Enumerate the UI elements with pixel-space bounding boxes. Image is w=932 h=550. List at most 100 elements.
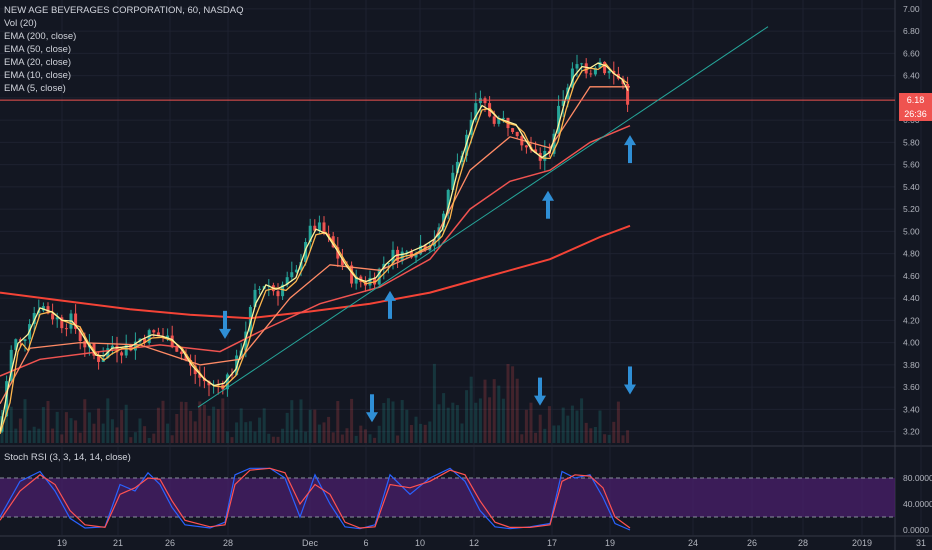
candle-body	[515, 131, 519, 137]
stoch-k-line	[0, 467, 631, 531]
arrow-up-icon	[624, 135, 636, 164]
vol-indicator[interactable]: Vol (20)	[4, 18, 37, 29]
volume-bar	[133, 432, 137, 443]
candle-body	[474, 103, 478, 120]
candle-body	[626, 83, 630, 105]
volume-bar	[78, 432, 82, 443]
candle-body	[414, 254, 418, 258]
volume-bar	[543, 428, 547, 443]
candle-body	[129, 344, 133, 351]
volume-bar	[506, 363, 510, 443]
volume-bar	[143, 426, 147, 443]
volume-bar	[520, 434, 524, 443]
candle-body	[497, 118, 501, 124]
candle-body	[336, 247, 340, 259]
price-tick-label: 4.00	[903, 338, 920, 348]
candle-body	[575, 64, 579, 69]
candle-body	[64, 328, 68, 330]
candle-body	[83, 341, 87, 348]
time-tick-label: 19	[605, 538, 615, 548]
volume-bar	[60, 434, 64, 443]
volume-bar	[212, 406, 216, 443]
candle-body	[156, 332, 160, 337]
price-tick-label: 4.20	[903, 315, 920, 325]
ema10-indicator[interactable]: EMA (10, close)	[4, 70, 72, 81]
time-tick-label: 28	[798, 538, 808, 548]
time-axis: 19 21 26 28 Dec 6 10 12 17 19 24 26 28 2019 31	[57, 538, 926, 548]
candle-body	[340, 258, 344, 266]
candle-body	[501, 117, 505, 119]
volume-bar	[262, 408, 266, 443]
volume-bar	[331, 432, 335, 443]
volume-bar	[446, 407, 450, 443]
candle-body	[225, 374, 229, 390]
volume-bar	[198, 401, 202, 443]
ema50-indicator[interactable]: EMA (50, close)	[4, 44, 72, 55]
time-tick-label: 24	[688, 538, 698, 548]
candle-body	[143, 338, 147, 344]
volume-bar	[465, 390, 469, 443]
ema50-line	[0, 125, 631, 377]
candle-body	[110, 345, 114, 349]
volume-bar	[566, 415, 570, 443]
volume-bar	[253, 431, 257, 443]
volume-bar	[41, 407, 45, 443]
volume-bar	[570, 405, 574, 443]
stoch-tick-label: 0.0000	[903, 525, 929, 535]
time-tick-label: 26	[747, 538, 757, 548]
stoch-band-fill	[0, 478, 895, 517]
volume-bar	[405, 409, 409, 443]
candle-body	[207, 381, 211, 386]
volume-bar	[216, 409, 220, 443]
candle-body	[32, 313, 36, 325]
volume-bar	[147, 437, 151, 443]
time-tick-label: 17	[547, 538, 557, 548]
arrow-down-icon	[534, 377, 546, 406]
price-tick-label: 5.00	[903, 226, 920, 236]
candle-body	[18, 339, 22, 342]
volume-bar	[340, 434, 344, 443]
volume-bar	[258, 417, 262, 443]
candle-body	[290, 272, 294, 278]
candle-body	[230, 374, 234, 376]
volume-bar	[354, 435, 358, 443]
volume-bar	[175, 413, 179, 443]
volume-bar	[299, 399, 303, 443]
volume-bar	[120, 410, 124, 443]
volume-bar	[350, 398, 354, 443]
volume-bar	[483, 379, 487, 443]
candle-body	[350, 265, 354, 284]
volume-bar	[313, 409, 317, 443]
time-tick-label: 31	[916, 538, 926, 548]
volume-bar	[5, 402, 9, 443]
ema5-line	[0, 62, 629, 432]
candle-body	[400, 251, 404, 262]
candle-body	[322, 222, 326, 234]
symbol-title[interactable]: NEW AGE BEVERAGES CORPORATION, 60, NASDA…	[4, 5, 244, 16]
candle-body	[294, 269, 298, 273]
volume-bar	[101, 423, 105, 443]
ema-lines	[0, 62, 895, 435]
volume-bar	[460, 423, 464, 443]
ema200-indicator[interactable]: EMA (200, close)	[4, 31, 77, 42]
volume-bar	[515, 378, 519, 443]
time-tick-label: 21	[113, 538, 123, 548]
ema20-indicator[interactable]: EMA (20, close)	[4, 57, 72, 68]
volume-bar	[593, 426, 597, 443]
volume-bar	[524, 409, 528, 443]
stoch-rsi-indicator[interactable]: Stoch RSI (3, 3, 14, 14, close)	[4, 452, 131, 463]
candle-body	[9, 349, 13, 382]
volume-bar	[373, 437, 377, 443]
volume-bar	[69, 418, 73, 443]
ema5-indicator[interactable]: EMA (5, close)	[4, 83, 66, 94]
time-tick-label: 10	[415, 538, 425, 548]
volume-bar	[290, 400, 294, 443]
volume-bar	[428, 421, 432, 443]
candle-body	[612, 70, 616, 74]
candle-body	[276, 291, 280, 297]
volume-bar	[455, 405, 459, 443]
volume-bar	[432, 363, 436, 443]
candle-body	[386, 263, 390, 265]
